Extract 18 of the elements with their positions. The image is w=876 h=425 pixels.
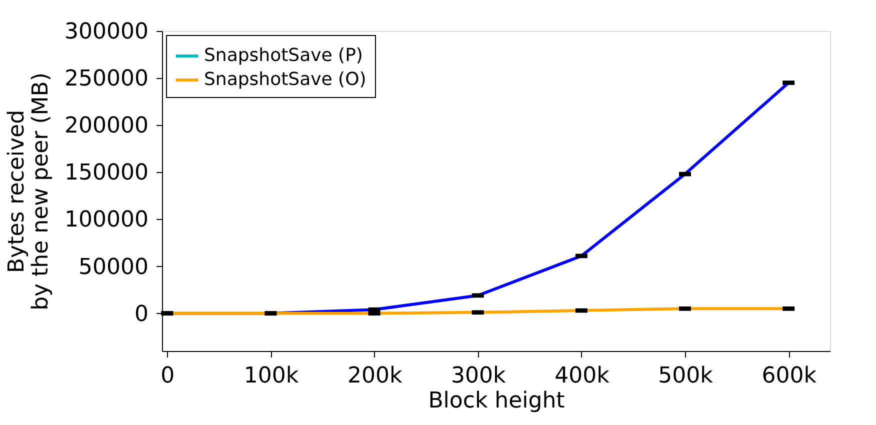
x-tick-label: 200k xyxy=(347,364,402,388)
y-tick-label: 200000 xyxy=(64,114,148,139)
y-tick-label: 0 xyxy=(134,302,148,327)
x-tick-label: 100k xyxy=(244,364,299,388)
y-tick-label: 100000 xyxy=(64,208,148,233)
y-tick-label: 50000 xyxy=(78,254,148,280)
legend-label: SnapshotSave (O) xyxy=(204,69,366,90)
y-tick-label: 150000 xyxy=(64,160,148,186)
y-axis-title: Bytes received by the new peer (MB) xyxy=(4,72,54,310)
x-tick-label: 600k xyxy=(762,364,817,388)
x-tick-label: 500k xyxy=(658,364,714,388)
y-tick-label: 250000 xyxy=(64,66,148,92)
x-axis-title: Block height xyxy=(428,388,566,414)
y-tick-label: 300000 xyxy=(64,20,148,44)
x-tick-label: 300k xyxy=(451,364,506,388)
legend-label: SnapshotSave (P) xyxy=(204,45,363,66)
x-tick-label: 400k xyxy=(554,364,610,388)
x-tick-label: 0 xyxy=(160,364,175,388)
